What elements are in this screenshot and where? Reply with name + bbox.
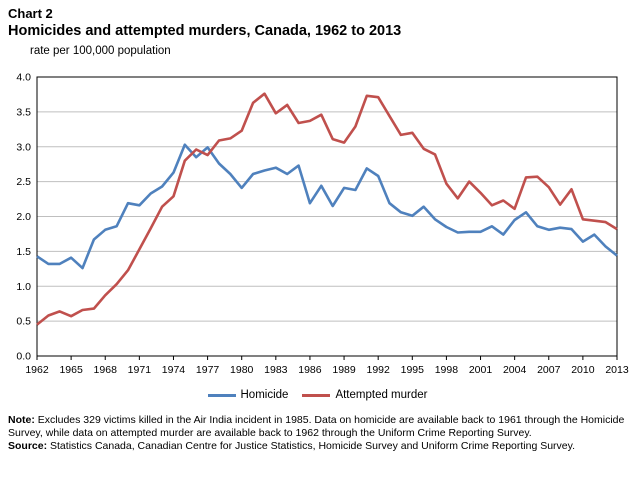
legend-label-attempted-murder: Attempted murder bbox=[335, 389, 428, 401]
x-tick-label: 2007 bbox=[537, 364, 561, 376]
source: Source: Statistics Canada, Canadian Cent… bbox=[8, 440, 628, 453]
x-tick-label: 1974 bbox=[162, 364, 186, 376]
chart-title: Homicides and attempted murders, Canada,… bbox=[8, 23, 402, 39]
y-tick-label: 3.0 bbox=[16, 141, 31, 153]
series-lines bbox=[36, 92, 618, 326]
note-label: Note: bbox=[8, 414, 35, 426]
x-tick-label: 1989 bbox=[332, 364, 356, 376]
y-axis-ticks: 0.0 0.5 1.0 1.5 2.0 2.5 3.0 3.5 4.0 bbox=[16, 72, 31, 363]
x-tick-label: 1968 bbox=[94, 364, 118, 376]
x-tick-label: 1992 bbox=[366, 364, 390, 376]
series-line-attempted-murder bbox=[36, 92, 618, 326]
y-tick-label: 3.5 bbox=[16, 106, 31, 118]
gridlines bbox=[37, 111, 617, 322]
legend-swatch-homicide bbox=[207, 393, 236, 397]
x-tick-label: 1986 bbox=[298, 364, 322, 376]
y-tick-label: 0.5 bbox=[16, 316, 31, 328]
x-tick-label: 1965 bbox=[59, 364, 83, 376]
note: Note: Excludes 329 victims killed in the… bbox=[8, 414, 628, 440]
plot-area-frame bbox=[36, 76, 618, 357]
legend-item-homicide: Homicide bbox=[207, 389, 289, 401]
legend-item-attempted-murder: Attempted murder bbox=[302, 389, 427, 401]
legend-label-homicide: Homicide bbox=[240, 389, 289, 401]
x-tick-label: 2013 bbox=[605, 364, 629, 376]
y-tick-label: 2.5 bbox=[16, 176, 31, 188]
x-tick-label: 1971 bbox=[128, 364, 152, 376]
line-chart: 0.0 0.5 1.0 1.5 2.0 2.5 3.0 3.5 4.0 1962 1965 1968… bbox=[16, 72, 629, 377]
chart-label: Chart 2 bbox=[8, 6, 53, 21]
y-axis-label: rate per 100,000 population bbox=[30, 45, 171, 57]
y-tick-label: 4.0 bbox=[16, 72, 31, 84]
legend: Homicide Attempted murder bbox=[0, 389, 635, 401]
y-tick-label: 2.0 bbox=[16, 211, 31, 223]
y-tick-label: 1.0 bbox=[16, 281, 31, 293]
x-tick-label: 1977 bbox=[196, 364, 220, 376]
x-tick-label: 1995 bbox=[401, 364, 425, 376]
x-tick-label: 2001 bbox=[469, 364, 493, 376]
y-tick-label: 1.5 bbox=[16, 246, 31, 258]
x-axis-ticks: 1962 1965 1968 1971 1974 1977 1980 1983 1986 1989… bbox=[25, 356, 629, 376]
series-line-homicide bbox=[36, 143, 618, 270]
source-label: Source: bbox=[8, 440, 48, 452]
x-tick-label: 2010 bbox=[571, 364, 595, 376]
x-tick-label: 2004 bbox=[503, 364, 527, 376]
x-tick-label: 1983 bbox=[264, 364, 288, 376]
note-text: Excludes 329 victims killed in the Air I… bbox=[8, 414, 625, 439]
x-tick-label: 1998 bbox=[435, 364, 459, 376]
legend-swatch-attempted-murder bbox=[302, 393, 331, 397]
y-tick-label: 0.0 bbox=[16, 351, 31, 363]
source-text: Statistics Canada, Canadian Centre for J… bbox=[50, 440, 576, 452]
x-tick-label: 1962 bbox=[25, 364, 49, 376]
x-tick-label: 1980 bbox=[230, 364, 254, 376]
footnotes: Note: Excludes 329 victims killed in the… bbox=[8, 414, 628, 453]
